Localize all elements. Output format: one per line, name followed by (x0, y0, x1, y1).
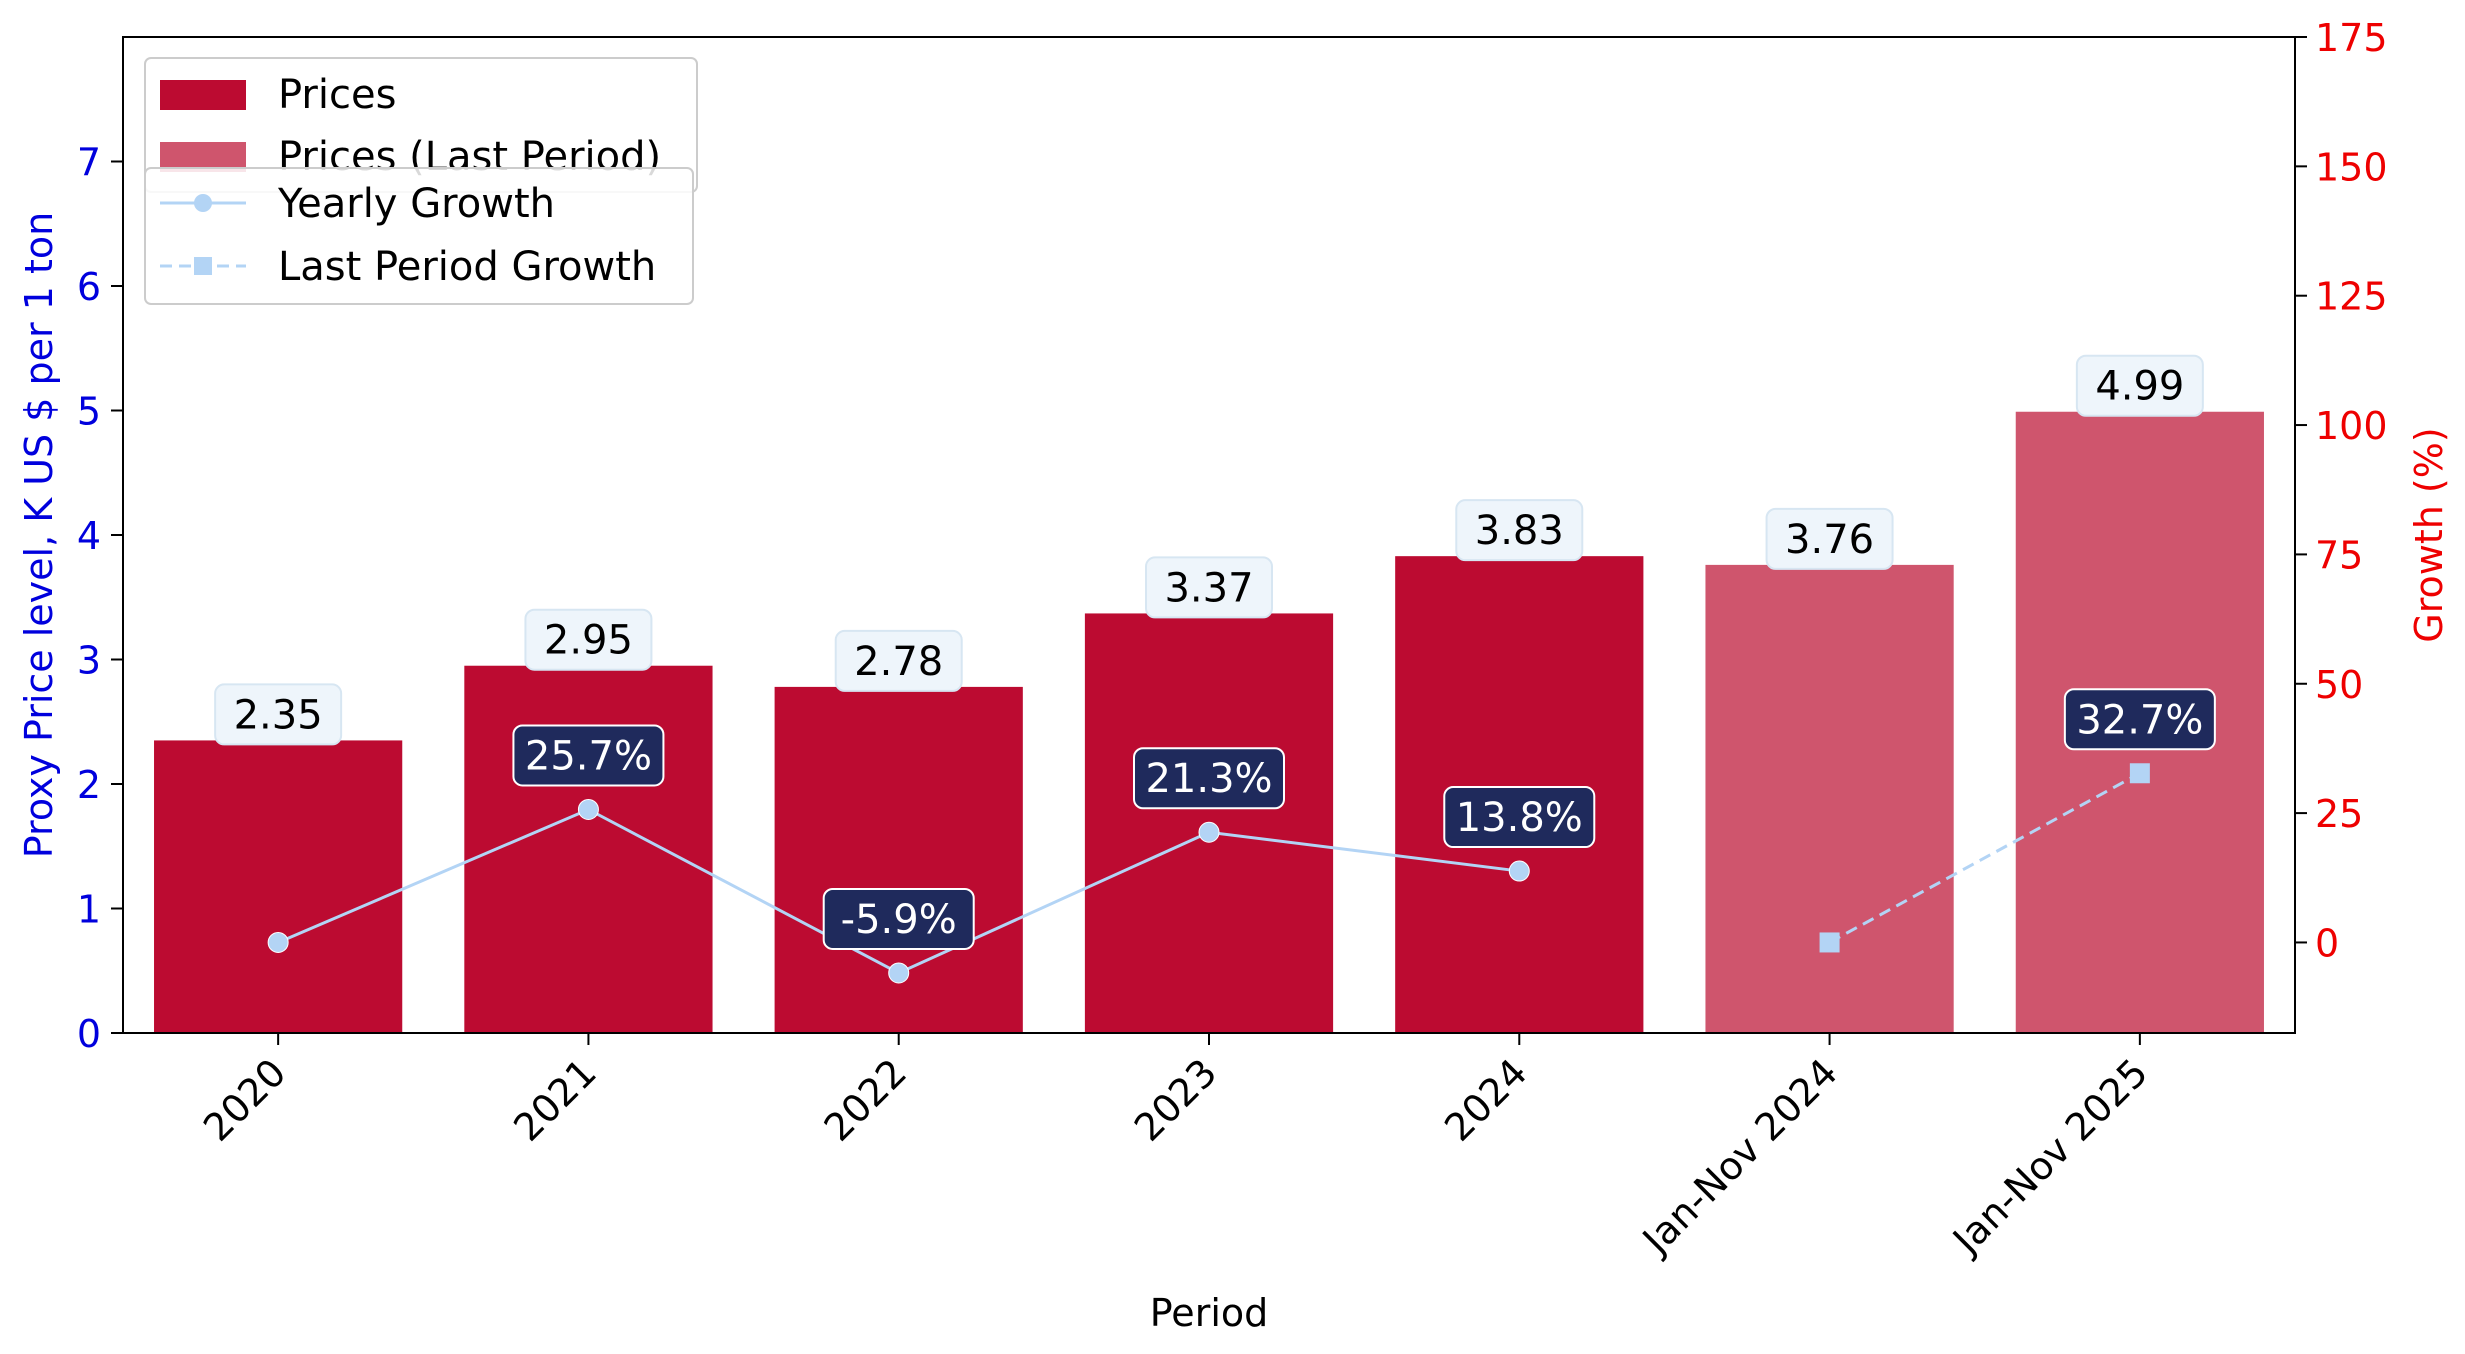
price-label-1: 2.95 (544, 618, 633, 664)
y-tick-label-2: 2 (77, 763, 101, 807)
price-label-5-group: 3.76 (1765, 507, 1894, 570)
legend-swatch-prices (160, 80, 246, 110)
y2-tick-label-100: 100 (2315, 404, 2388, 448)
x-tick-label-1: 2021 (505, 1050, 605, 1150)
price-label-4: 3.83 (1475, 508, 1564, 554)
growth-label-6: 32.7% (2076, 697, 2203, 743)
y-tick-label-1: 1 (77, 888, 101, 932)
bars-layer (154, 411, 2264, 1033)
growth-label-2: -5.9% (841, 897, 957, 943)
price-label-1-group: 2.95 (524, 608, 653, 671)
price-label-0-group: 2.35 (214, 683, 343, 746)
growth-label-6-group: 32.7% (2063, 688, 2216, 751)
growth-marker-0 (267, 931, 289, 953)
y-tick-label-6: 6 (77, 265, 101, 309)
growth-label-4-box (1443, 786, 1596, 849)
price-label-3-group: 3.37 (1145, 556, 1273, 619)
y-tick-label-4: 4 (77, 514, 101, 558)
y-tick-label-7: 7 (77, 141, 101, 185)
y2-tick-label-175: 175 (2315, 16, 2388, 60)
y-tick-label-5: 5 (77, 390, 101, 434)
growth-label-4: 13.8% (1456, 795, 1583, 841)
x-axis-title: Period (1150, 1291, 1269, 1335)
y-tick-label-3: 3 (77, 639, 101, 683)
y2-tick-label-150: 150 (2315, 145, 2388, 189)
growth-marker-4 (1508, 860, 1530, 882)
legend-lines: Yearly Growth Last Period Growth (144, 167, 694, 305)
growth-label-3: 21.3% (1145, 756, 1272, 802)
growth-label-2-box (822, 887, 975, 950)
price-label-2: 2.78 (854, 639, 943, 685)
x-tick-label-6: Jan-Nov 2025 (1943, 1050, 2156, 1263)
x-tick-label-3: 2023 (1126, 1050, 1226, 1150)
bar-2021 (464, 665, 713, 1033)
y2-axis-title: Growth (%) (2407, 427, 2451, 642)
y2-tick-label-75: 75 (2315, 533, 2363, 577)
growth-marker-2 (888, 962, 910, 984)
price-label-1-box (524, 608, 653, 671)
bar-2020 (154, 740, 403, 1033)
x-axis: 2020 2021 2022 2023 2024 Jan-Nov 2024 Jan-Nov … (195, 1033, 2156, 1263)
price-label-3: 3.37 (1164, 565, 1253, 611)
growth-label-1: 25.7% (525, 733, 652, 779)
growth-line-1 (1828, 771, 2141, 944)
legend-marker-last-period-growth (194, 257, 212, 275)
growth-label-2-group: -5.9% (822, 887, 975, 950)
price-label-0: 2.35 (234, 692, 323, 738)
growth-label-3-box (1133, 747, 1285, 810)
growth-lines-layer (267, 763, 2150, 984)
price-label-5-box (1765, 507, 1894, 570)
right-axis: 0 25 50 75 100 125 150 175 (2295, 16, 2388, 965)
x-tick-label-0: 2020 (195, 1050, 295, 1150)
bar-jan-nov-2024 (1705, 564, 1954, 1033)
price-label-4-group: 3.83 (1455, 499, 1584, 562)
price-label-2-group: 2.78 (834, 629, 963, 692)
y-axis-title: Proxy Price level, K US $ per 1 ton (17, 212, 61, 858)
price-label-3-box (1145, 556, 1273, 619)
growth-label-4-group: 13.8% (1443, 786, 1596, 849)
y2-tick-label-50: 50 (2315, 663, 2363, 707)
price-label-6: 4.99 (2095, 364, 2184, 410)
price-label-4-box (1455, 499, 1584, 562)
growth-label-1-box (512, 724, 665, 787)
legend-label-prices: Prices (278, 72, 396, 118)
legend-label-yearly-growth: Yearly Growth (277, 181, 555, 227)
y-tick-label-0: 0 (77, 1012, 101, 1056)
legend-lines-box (144, 167, 694, 305)
left-axis: 0 1 2 3 4 5 6 7 (77, 141, 123, 1056)
price-label-5: 3.76 (1785, 517, 1874, 563)
growth-label-1-group: 25.7% (512, 724, 665, 787)
price-label-6-box (2075, 354, 2204, 417)
y2-tick-label-0: 0 (2315, 921, 2339, 965)
price-label-2-box (834, 629, 963, 692)
x-tick-label-4: 2024 (1436, 1050, 1536, 1150)
y2-tick-label-125: 125 (2315, 275, 2388, 319)
growth-marker-3 (1198, 821, 1220, 843)
x-tick-label-5: Jan-Nov 2024 (1633, 1050, 1846, 1263)
growth-marker-1 (577, 798, 599, 820)
growth-label-6-box (2063, 688, 2216, 751)
data-labels-layer: 2.35 2.95 2.78 3.37 3.83 3.76 4.99 25.7% -5.9% 21… (214, 354, 2216, 950)
legend-marker-yearly-growth (194, 194, 212, 212)
growth-marker-6 (2129, 763, 2150, 784)
price-label-0-box (214, 683, 343, 746)
legend-label-last-period-growth: Last Period Growth (278, 244, 656, 290)
growth-marker-5 (1819, 932, 1840, 953)
price-label-6-group: 4.99 (2075, 354, 2204, 417)
y2-tick-label-25: 25 (2315, 792, 2363, 836)
x-tick-label-2: 2022 (816, 1050, 916, 1150)
growth-label-3-group: 21.3% (1133, 747, 1285, 810)
